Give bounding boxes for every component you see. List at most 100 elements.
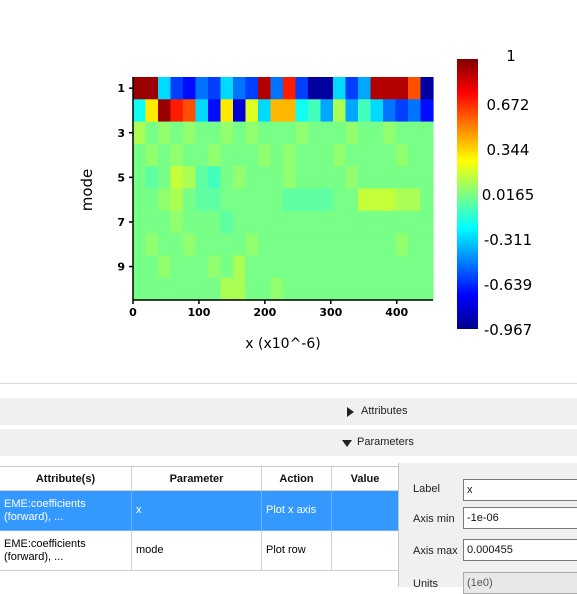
- axis-max-caption: Axis max: [413, 545, 458, 557]
- attributes-section-header[interactable]: Attributes: [0, 398, 577, 425]
- heatmap-cell: [320, 233, 334, 256]
- heatmap-cell: [208, 77, 222, 100]
- axis-min-field[interactable]: [463, 507, 577, 529]
- action-cell[interactable]: Plot x axis: [262, 491, 332, 531]
- plot-divider: [0, 383, 577, 384]
- value-cell[interactable]: [332, 531, 398, 571]
- heatmap-cell: [145, 77, 159, 100]
- heatmap-cell: [170, 255, 184, 279]
- heatmap-cell: [420, 277, 434, 301]
- heatmap-cell: [420, 233, 434, 256]
- heatmap-cell: [145, 188, 159, 212]
- heatmap-cell: [370, 121, 384, 145]
- heatmap-cell: [308, 210, 322, 234]
- heatmap-cell: [295, 210, 309, 234]
- heatmap-cell: [133, 143, 147, 167]
- heatmap-cell: [195, 166, 209, 190]
- colorbar-tick-label: 0.672: [487, 96, 530, 114]
- heatmap-cell: [145, 99, 159, 123]
- heatmap-cell: [258, 210, 272, 234]
- heatmap-cell: [170, 143, 184, 167]
- heatmap-cell: [220, 99, 234, 123]
- heatmap-cell: [395, 210, 409, 234]
- x-tick-label: 200: [253, 306, 276, 319]
- heatmap-cell: [308, 121, 322, 145]
- heatmap-cell: [208, 233, 222, 256]
- attributes-section-label: Attributes: [361, 405, 408, 417]
- heatmap-cell: [245, 210, 259, 234]
- heatmap-cell: [358, 77, 372, 100]
- x-axis-label: x (x10^-6): [245, 336, 320, 352]
- heatmap-cell: [258, 99, 272, 123]
- column-header-attributes[interactable]: Attribute(s): [0, 467, 132, 491]
- heatmap-cell: [295, 166, 309, 190]
- heatmap-cell: [408, 77, 422, 100]
- heatmap-cell: [208, 166, 222, 190]
- label-field[interactable]: [463, 479, 577, 501]
- y-tick-label: 7: [117, 216, 125, 229]
- heatmap-cell: [420, 210, 434, 234]
- heatmap-cell: [233, 77, 247, 100]
- heatmap-cell: [170, 121, 184, 145]
- heatmap-cell: [270, 233, 284, 256]
- heatmap-cell: [295, 77, 309, 100]
- heatmap-cell: [370, 166, 384, 190]
- heatmap-cell: [408, 99, 422, 123]
- heatmap-cell: [183, 255, 197, 279]
- colorbar: [457, 59, 478, 329]
- heatmap-cell: [233, 166, 247, 190]
- heatmap-cell: [383, 233, 397, 256]
- heatmap-cell: [420, 166, 434, 190]
- heatmap-cell: [333, 277, 347, 301]
- parameters-section-header[interactable]: Parameters: [0, 429, 577, 456]
- x-tick-label: 0: [129, 306, 137, 319]
- heatmap-cell: [295, 188, 309, 212]
- heatmap-cell: [395, 99, 409, 123]
- heatmap-cell: [370, 143, 384, 167]
- heatmap-cell: [195, 77, 209, 100]
- heatmap-cell: [283, 121, 297, 145]
- heatmap-cell: [183, 233, 197, 256]
- heatmap-cell: [370, 99, 384, 123]
- x-tick-label: 400: [385, 306, 408, 319]
- heatmap-cell: [395, 166, 409, 190]
- column-header-value[interactable]: Value: [332, 467, 398, 491]
- heatmap-cell: [395, 188, 409, 212]
- heatmap-cell: [245, 77, 259, 100]
- heatmap-cell: [358, 233, 372, 256]
- heatmap-cell: [333, 121, 347, 145]
- heatmap-cell: [383, 210, 397, 234]
- heatmap-cell: [195, 210, 209, 234]
- heatmap-cell: [245, 99, 259, 123]
- heatmap-cell: [208, 99, 222, 123]
- heatmap-cell: [308, 166, 322, 190]
- heatmap-cell: [233, 255, 247, 279]
- heatmap-cell: [333, 210, 347, 234]
- heatmap-cell: [283, 77, 297, 100]
- heatmap-cell: [283, 188, 297, 212]
- heatmap-cell: [220, 210, 234, 234]
- axis-max-field[interactable]: [463, 539, 577, 561]
- heatmap-cell: [383, 277, 397, 301]
- heatmap-cell: [408, 277, 422, 301]
- value-cell[interactable]: [332, 491, 398, 531]
- heatmap-cell: [233, 121, 247, 145]
- heatmap-cell: [358, 143, 372, 167]
- heatmap-cell: [383, 77, 397, 100]
- y-tick-label: 3: [117, 127, 125, 140]
- table-row[interactable]: EME:coefficients (forward), ... mode Plo…: [0, 531, 398, 571]
- heatmap-cell: [320, 143, 334, 167]
- heatmap-cell: [408, 143, 422, 167]
- action-cell[interactable]: Plot row: [262, 531, 332, 571]
- plot-area: 1 3 5 7 9 0 100 200 300 400 mode x (x10^-6) 1 0.6…: [78, 47, 535, 352]
- column-header-parameter[interactable]: Parameter: [132, 467, 262, 491]
- heatmap-cell: [383, 166, 397, 190]
- heatmap-cell: [183, 99, 197, 123]
- table-row[interactable]: EME:coefficients (forward), ... x Plot x…: [0, 491, 398, 531]
- column-header-action[interactable]: Action: [262, 467, 332, 491]
- heatmap-plot: 1 3 5 7 9 0 100 200 300 400 mode x (x10^-6) 1 0.6…: [78, 47, 534, 352]
- heatmap-cell: [145, 143, 159, 167]
- heatmap-cell: [320, 255, 334, 279]
- heatmap-cell: [195, 143, 209, 167]
- heatmap-cell: [133, 166, 147, 190]
